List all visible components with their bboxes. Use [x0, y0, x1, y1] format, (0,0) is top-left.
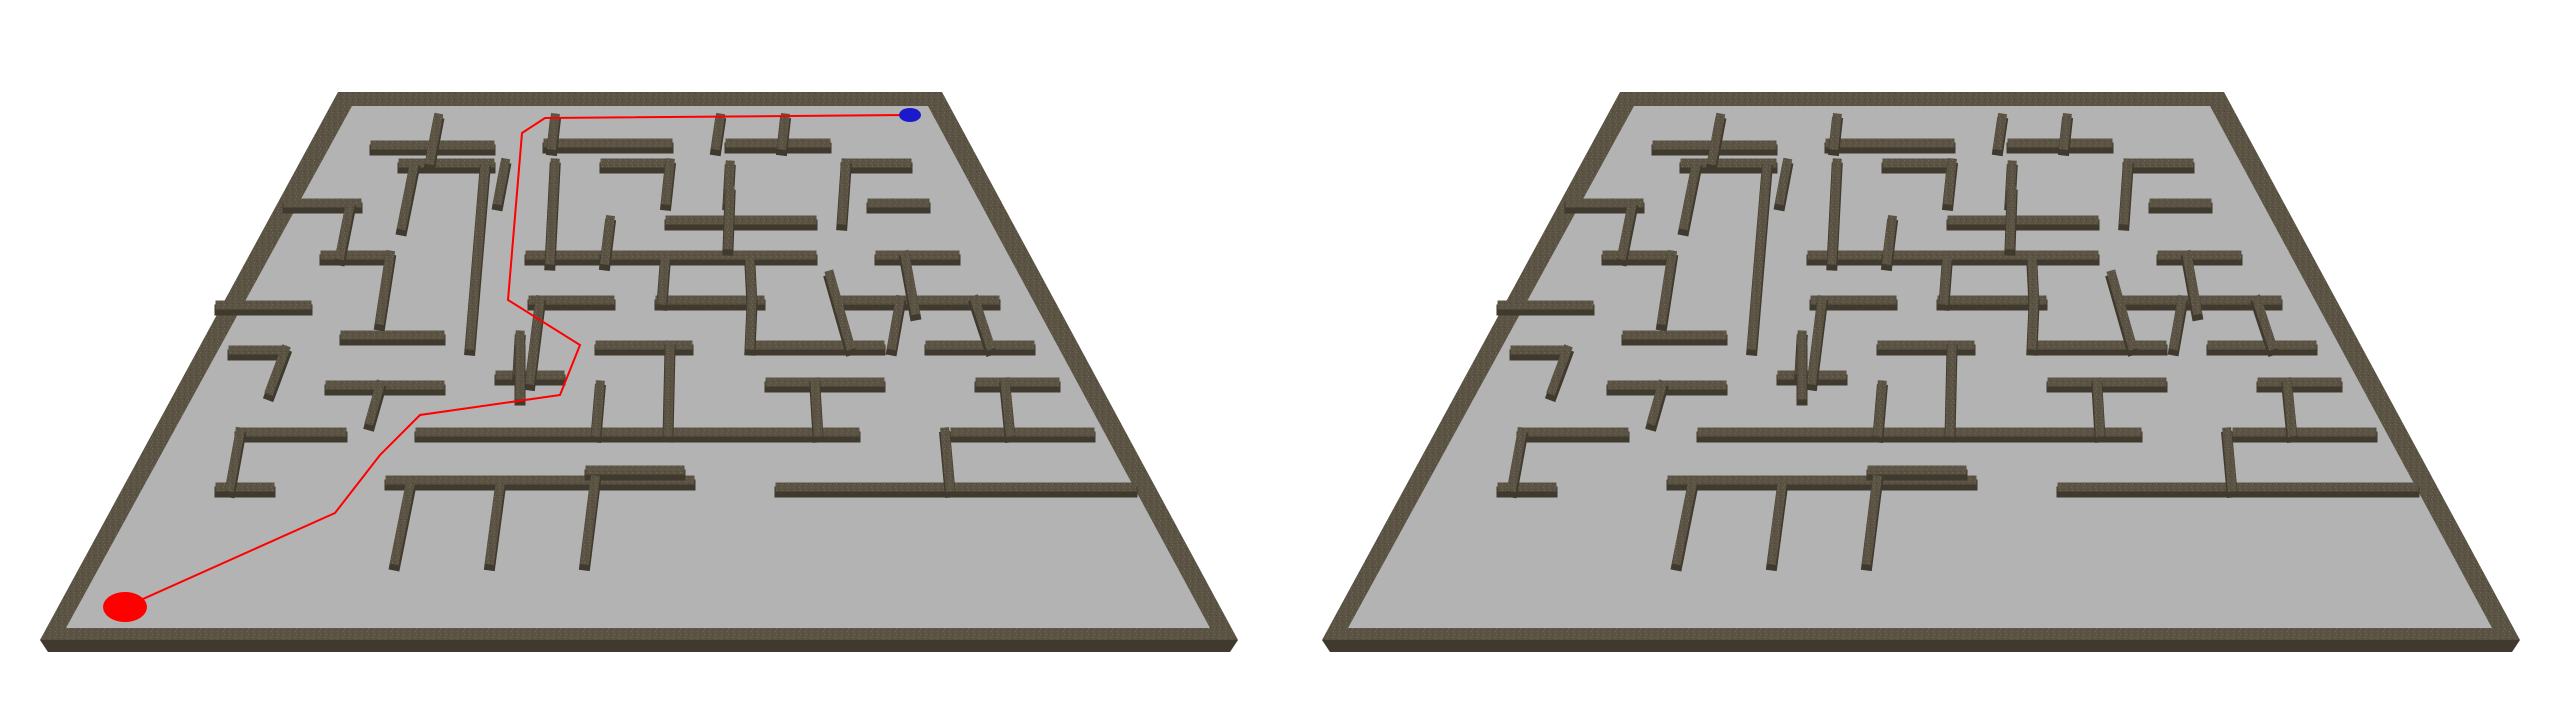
maze-wall [374, 249, 396, 326]
maze-wall [745, 255, 757, 305]
maze-wall [599, 214, 616, 266]
maze-wall [1706, 112, 1726, 166]
maze-wall [810, 377, 823, 437]
maze-wall [940, 427, 955, 492]
maze-wall [2119, 158, 2133, 225]
maze-wall [1506, 426, 1528, 493]
maze-wall [2005, 185, 2017, 250]
maze-wall [1774, 157, 1793, 206]
maze-wall [484, 479, 506, 566]
maze-wall [657, 255, 670, 305]
maze-wall [396, 159, 420, 231]
maze-wall [1945, 340, 1957, 437]
maze-wall [1646, 379, 1668, 426]
maze-wall [545, 158, 560, 265]
maze-wall [465, 160, 490, 350]
maze-wall [2106, 269, 2138, 351]
maze-wall [1939, 255, 1952, 305]
maze-wall [886, 294, 906, 351]
maze-wall [579, 474, 601, 566]
maze-wall [710, 112, 726, 151]
maze-wall [899, 249, 921, 316]
maze-wall [1827, 158, 1842, 265]
maze-wall [837, 158, 851, 225]
maze-wall [1992, 112, 2008, 151]
maze-wall [1829, 113, 1842, 150]
maze-wall [1747, 160, 1772, 350]
maze-wall [1881, 214, 1898, 266]
maze-wall [591, 380, 605, 437]
maze-wall [492, 157, 511, 206]
maze-wall [663, 340, 675, 437]
maze-wall [334, 199, 356, 261]
maze-floor [66, 106, 1210, 628]
maze-wall [1000, 377, 1015, 437]
maze-wall [524, 294, 546, 386]
maze-wall [824, 269, 856, 351]
maze-wall [1616, 199, 1638, 261]
maze-wall [389, 479, 416, 566]
maze-wall [1656, 249, 1678, 326]
maze-wall [2282, 377, 2297, 437]
maze-wall [1873, 380, 1887, 437]
maze-panel-right [1322, 92, 2520, 652]
maze-wall [1546, 344, 1573, 396]
maze-wall [2222, 427, 2237, 492]
maze-wall [424, 112, 444, 166]
maze-wall [1861, 474, 1883, 566]
maze-wall [969, 294, 996, 351]
maze-wall [1943, 158, 1957, 205]
maze-wall [745, 295, 757, 350]
maze-wall [2181, 249, 2203, 316]
maze-wall [224, 426, 246, 493]
maze-wall [1678, 159, 1702, 231]
start-marker [103, 592, 147, 622]
maze-wall [2092, 377, 2105, 437]
maze-frame-edge [40, 640, 1238, 652]
maze-floor [1348, 106, 2492, 628]
maze-wall [1766, 479, 1788, 566]
goal-marker [899, 108, 921, 122]
maze-walls [214, 112, 1138, 572]
maze-wall [2059, 113, 2072, 150]
maze-panel-left [40, 92, 1238, 652]
maze-wall [547, 113, 560, 150]
maze-wall [1671, 479, 1698, 566]
maze-frame-edge [1322, 640, 2520, 652]
maze-walls [1496, 112, 2420, 572]
maze-wall [364, 379, 386, 426]
maze-wall [1806, 294, 1828, 386]
maze-wall [777, 113, 790, 150]
maze-wall [2251, 294, 2278, 351]
maze-wall [2027, 255, 2039, 305]
maze-wall [723, 185, 735, 250]
maze-wall [2027, 295, 2039, 350]
solution-path [124, 114, 911, 608]
maze-wall [2168, 294, 2188, 351]
maze-wall [661, 158, 675, 205]
maze-wall [264, 344, 291, 396]
